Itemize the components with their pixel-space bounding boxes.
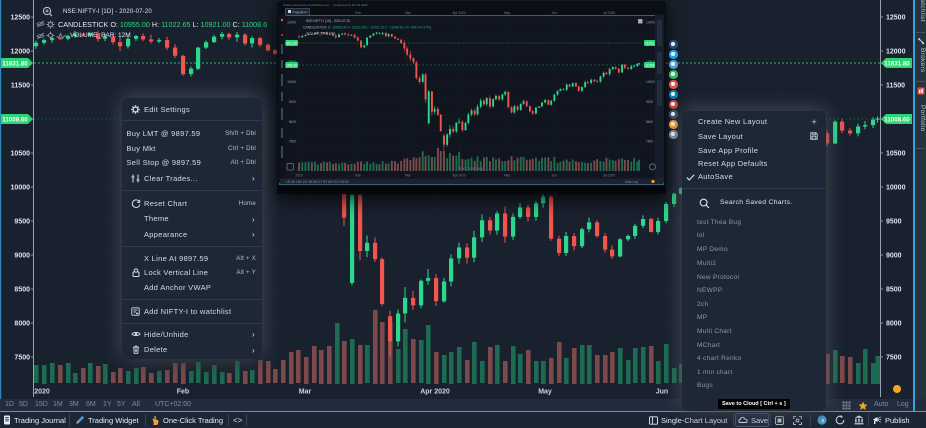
svg-text:Apr 2020: Apr 2020 [420,389,450,396]
svg-text:Jun: Jun [551,11,556,15]
svg-text:11008.60: 11008.60 [2,117,28,124]
svg-text:12000: 12000 [886,49,906,56]
svg-text:Apr 2020: Apr 2020 [453,11,466,15]
svg-text:Apr 2020: Apr 2020 [453,174,466,178]
svg-text:May: May [504,174,510,178]
svg-text:10500: 10500 [886,151,906,158]
svg-text:Feb: Feb [177,389,189,396]
svg-text:9000: 9000 [886,253,902,260]
svg-text:10000: 10000 [11,185,31,192]
svg-text:7600: 7600 [289,140,296,144]
svg-text:Mar: Mar [405,174,411,178]
svg-text:Feb: Feb [355,174,361,178]
svg-text:12400: 12400 [646,21,655,25]
svg-text:Feb: Feb [355,11,361,15]
svg-text:7600: 7600 [646,140,653,144]
svg-text:11831.80: 11831.80 [645,42,659,46]
svg-text:10000: 10000 [287,80,296,84]
svg-text:9000: 9000 [14,253,30,260]
svg-text:12500: 12500 [11,15,31,22]
svg-text:12400: 12400 [287,21,296,25]
svg-text:Jun: Jun [656,389,668,396]
svg-text:11500: 11500 [11,83,30,90]
svg-text:11500: 11500 [886,83,905,90]
svg-text:10000: 10000 [646,80,655,84]
svg-text:12500: 12500 [886,15,906,22]
svg-text:8400: 8400 [289,120,296,124]
svg-text:7500: 7500 [14,355,30,362]
svg-text:10500: 10500 [11,151,31,158]
svg-text:11831.80: 11831.80 [283,42,297,46]
svg-text:9500: 9500 [886,219,902,226]
svg-text:12000: 12000 [11,49,31,56]
svg-text:2020: 2020 [295,11,302,15]
svg-text:NSE:NIFTY-I [1D] - 2020-07-20: NSE:NIFTY-I [1D] - 2020-07-20 [306,19,350,23]
svg-text:11008.60: 11008.60 [645,64,659,68]
svg-text:May: May [504,11,510,15]
svg-text:May: May [538,389,552,396]
svg-text:Jun: Jun [551,174,556,178]
svg-text:11008.60: 11008.60 [884,117,910,124]
svg-text:10000: 10000 [886,185,906,192]
svg-text:8000: 8000 [886,321,902,328]
svg-text:Jul 2020: Jul 2020 [603,11,615,15]
svg-text:Auto Log: Auto Log [625,180,638,184]
svg-text:9500: 9500 [14,219,30,226]
svg-text:Mar: Mar [299,389,312,396]
svg-text:11831.80: 11831.80 [2,61,28,68]
svg-text:Mar: Mar [405,11,411,15]
svg-text:8500: 8500 [14,287,30,294]
svg-text:9200: 9200 [289,100,296,104]
svg-text:2020: 2020 [34,389,50,396]
svg-text:11008.60: 11008.60 [283,64,297,68]
svg-text:GoCharting: GoCharting [458,166,483,171]
svg-text:8500: 8500 [886,287,902,294]
svg-text:9200: 9200 [646,100,653,104]
svg-text:CANDLESTICK O: 10955.00 H: 110: CANDLESTICK O: 10955.00 H: 11022.65 L: 1… [303,26,431,30]
svg-text:VOLUME_BAR 12M: VOLUME_BAR 12M [306,32,335,36]
svg-text:1D 5D 15D 1M 3M 6M 1Y 5: 1D 5D 15D 1M 3M 6M 1Y 5Y All UTC+02:00 [286,180,349,184]
svg-text:Jul 2020: Jul 2020 [603,174,615,178]
svg-text:2020: 2020 [295,174,302,178]
svg-text:8400: 8400 [646,120,653,124]
svg-text:7500: 7500 [886,355,902,362]
svg-text:11831.80: 11831.80 [884,61,910,68]
svg-text:8000: 8000 [14,321,30,328]
